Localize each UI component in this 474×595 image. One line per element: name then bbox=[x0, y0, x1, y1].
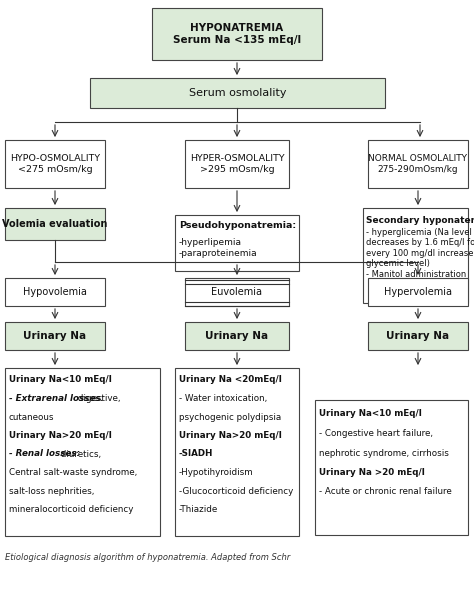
Text: Volemia evaluation: Volemia evaluation bbox=[2, 219, 108, 229]
FancyBboxPatch shape bbox=[5, 322, 105, 350]
FancyBboxPatch shape bbox=[368, 322, 468, 350]
Text: - hyperglicemia (Na level
decreases by 1.6 mEq/l for
every 100 mg/dl increase of: - hyperglicemia (Na level decreases by 1… bbox=[366, 228, 474, 278]
Text: Hypervolemia: Hypervolemia bbox=[384, 287, 452, 297]
Text: Euvolemia: Euvolemia bbox=[211, 287, 263, 297]
Text: -SIADH: -SIADH bbox=[179, 449, 213, 459]
Text: HYPO-OSMOLALITY
<275 mOsm/kg: HYPO-OSMOLALITY <275 mOsm/kg bbox=[10, 154, 100, 174]
FancyBboxPatch shape bbox=[175, 368, 299, 536]
Text: mineralocorticoid deficiency: mineralocorticoid deficiency bbox=[9, 505, 133, 514]
FancyBboxPatch shape bbox=[175, 215, 299, 271]
FancyBboxPatch shape bbox=[90, 78, 385, 108]
Text: Urinary Na>20 mEq/l: Urinary Na>20 mEq/l bbox=[179, 431, 282, 440]
Text: - Extrarenal losses:: - Extrarenal losses: bbox=[9, 394, 104, 403]
Text: Urinary Na<10 mEq/l: Urinary Na<10 mEq/l bbox=[319, 409, 422, 418]
Text: Pseudohyponatremia:: Pseudohyponatremia: bbox=[179, 221, 296, 230]
FancyBboxPatch shape bbox=[368, 278, 468, 306]
Text: -hyperlipemia
-paraproteinemia: -hyperlipemia -paraproteinemia bbox=[179, 239, 258, 258]
Text: -Glucocorticoid deficiency: -Glucocorticoid deficiency bbox=[179, 487, 293, 496]
FancyBboxPatch shape bbox=[5, 278, 105, 306]
Text: Urinary Na: Urinary Na bbox=[23, 331, 87, 341]
Text: Urinary Na <20mEq/l: Urinary Na <20mEq/l bbox=[179, 375, 282, 384]
Text: Urinary Na<10 mEq/l: Urinary Na<10 mEq/l bbox=[9, 375, 112, 384]
FancyBboxPatch shape bbox=[5, 368, 160, 536]
FancyBboxPatch shape bbox=[363, 208, 468, 303]
FancyBboxPatch shape bbox=[5, 140, 105, 188]
Text: salt-loss nephrities,: salt-loss nephrities, bbox=[9, 487, 94, 496]
Text: Serum osmolality: Serum osmolality bbox=[189, 88, 286, 98]
Text: Urinary Na: Urinary Na bbox=[386, 331, 449, 341]
Text: - Congestive heart failure,: - Congestive heart failure, bbox=[319, 429, 433, 438]
Text: psychogenic polydipsia: psychogenic polydipsia bbox=[179, 412, 281, 421]
Text: HYPONATREMIA
Serum Na <135 mEq/l: HYPONATREMIA Serum Na <135 mEq/l bbox=[173, 23, 301, 45]
Text: Urinary Na>20 mEq/l: Urinary Na>20 mEq/l bbox=[9, 431, 112, 440]
Text: - Renal losses:: - Renal losses: bbox=[9, 449, 80, 459]
Text: HYPER-OSMOLALITY
>295 mOsm/kg: HYPER-OSMOLALITY >295 mOsm/kg bbox=[190, 154, 284, 174]
Text: NORMAL OSMOLALITY
275-290mOsm/kg: NORMAL OSMOLALITY 275-290mOsm/kg bbox=[368, 154, 467, 174]
Text: Hypovolemia: Hypovolemia bbox=[23, 287, 87, 297]
Text: Urinary Na >20 mEq/l: Urinary Na >20 mEq/l bbox=[319, 468, 425, 477]
Text: digestive,: digestive, bbox=[75, 394, 120, 403]
Text: nephrotic syndrome, cirrhosis: nephrotic syndrome, cirrhosis bbox=[319, 449, 449, 458]
Text: Central salt-waste syndrome,: Central salt-waste syndrome, bbox=[9, 468, 137, 477]
FancyBboxPatch shape bbox=[368, 140, 468, 188]
FancyBboxPatch shape bbox=[5, 208, 105, 240]
Text: Secondary hyponatermia: Secondary hyponatermia bbox=[366, 216, 474, 225]
FancyBboxPatch shape bbox=[152, 8, 322, 60]
Text: diuretics,: diuretics, bbox=[58, 449, 101, 459]
FancyBboxPatch shape bbox=[185, 278, 289, 306]
Text: cutaneous: cutaneous bbox=[9, 412, 55, 421]
Text: - Acute or chronic renal failure: - Acute or chronic renal failure bbox=[319, 487, 452, 496]
Text: -Hypotihyroidism: -Hypotihyroidism bbox=[179, 468, 254, 477]
Text: Etiological diagnosis algorithm of hyponatremia. Adapted from Schr: Etiological diagnosis algorithm of hypon… bbox=[5, 553, 290, 562]
FancyBboxPatch shape bbox=[185, 140, 289, 188]
FancyBboxPatch shape bbox=[315, 400, 468, 535]
Text: - Water intoxication,: - Water intoxication, bbox=[179, 394, 267, 403]
FancyBboxPatch shape bbox=[185, 322, 289, 350]
Text: Urinary Na: Urinary Na bbox=[205, 331, 269, 341]
Text: -Thiazide: -Thiazide bbox=[179, 505, 218, 514]
